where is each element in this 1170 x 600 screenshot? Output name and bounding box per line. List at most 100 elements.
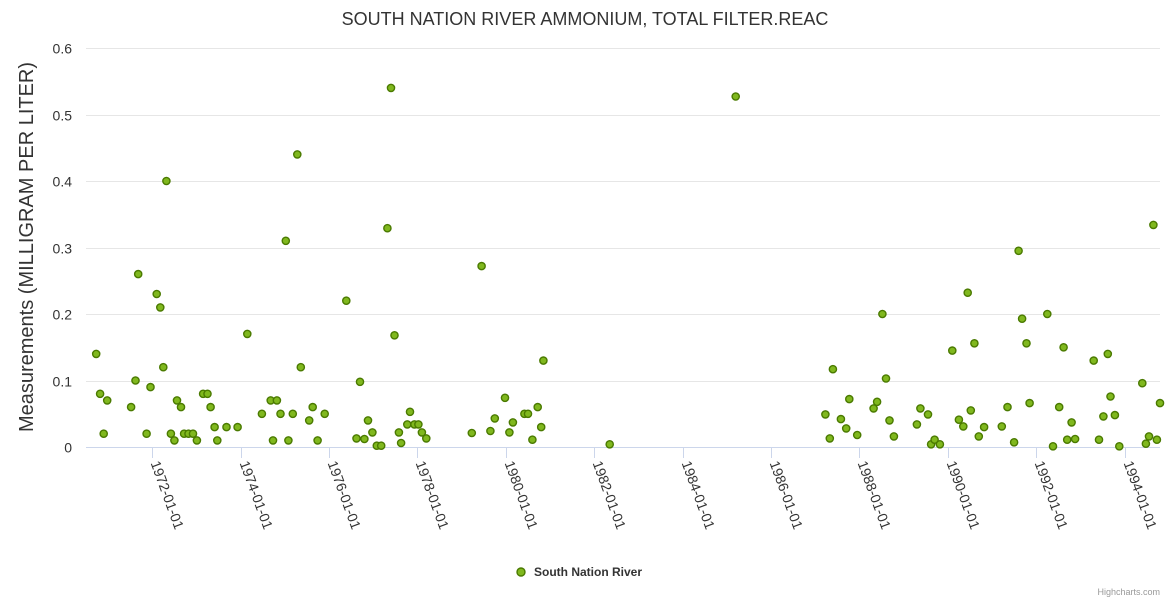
data-point[interactable] [166,429,176,439]
data-point[interactable] [1025,398,1034,408]
data-point[interactable] [296,362,306,372]
credits-text[interactable]: Highcharts.com [1097,587,1160,597]
data-point[interactable] [390,330,399,340]
data-point[interactable] [1089,356,1098,365]
data-point[interactable] [405,407,415,417]
data-point[interactable] [376,441,386,451]
data-point[interactable] [188,429,198,439]
data-point[interactable] [1017,314,1027,324]
data-point[interactable] [845,394,854,404]
data-point[interactable] [1106,392,1115,401]
data-point[interactable] [885,416,894,425]
data-point[interactable] [1048,441,1058,451]
data-point[interactable] [292,150,302,159]
data-point[interactable] [1070,434,1080,444]
data-point[interactable] [396,438,406,448]
data-point[interactable] [923,410,933,419]
data-point[interactable] [152,289,161,299]
data-point[interactable] [212,436,222,445]
data-point[interactable] [974,432,984,441]
data-point[interactable] [828,364,838,374]
data-point[interactable] [966,406,976,415]
data-point[interactable] [146,382,155,392]
data-point[interactable] [360,434,369,444]
data-point[interactable] [414,420,423,429]
data-point[interactable] [203,389,212,399]
data-point[interactable] [1103,349,1113,359]
data-point[interactable] [970,338,979,348]
data-point[interactable] [916,404,925,413]
data-point[interactable] [825,434,835,443]
data-point[interactable] [533,402,543,412]
data-point[interactable] [1141,439,1151,449]
data-point[interactable] [1115,441,1124,451]
data-point[interactable] [1110,410,1120,420]
data-point[interactable] [99,429,108,439]
data-point[interactable] [1094,435,1104,445]
data-point[interactable] [821,410,830,419]
data-point[interactable] [313,436,322,445]
data-point[interactable] [352,434,361,443]
data-point[interactable] [383,223,392,233]
data-point[interactable] [505,428,514,437]
data-point[interactable] [91,349,101,359]
data-point[interactable] [192,436,202,445]
data-point[interactable] [155,303,165,312]
legend[interactable]: South Nation River [516,565,642,579]
data-point[interactable] [233,422,242,432]
data-point[interactable] [997,422,1007,431]
legend-marker[interactable] [516,567,526,577]
data-point[interactable] [133,269,143,279]
data-point[interactable] [162,176,171,186]
data-point[interactable] [979,422,989,432]
data-point[interactable] [276,409,285,419]
data-point[interactable] [284,436,293,445]
data-point[interactable] [222,422,231,432]
data-point[interactable] [869,404,878,413]
data-point[interactable] [528,435,537,445]
series-south-nation-river[interactable] [91,83,1165,451]
data-point[interactable] [421,434,431,443]
data-point[interactable] [131,376,140,385]
data-point[interactable] [126,402,136,412]
data-point[interactable] [1152,435,1162,445]
data-point[interactable] [320,409,330,419]
data-point[interactable] [935,439,945,449]
data-point[interactable] [170,436,179,445]
data-point[interactable] [878,309,887,319]
data-point[interactable] [490,414,500,423]
data-point[interactable] [948,346,957,355]
data-point[interactable] [206,402,215,412]
data-point[interactable] [1054,402,1064,412]
data-point[interactable] [95,389,105,399]
data-point[interactable] [1062,435,1072,445]
data-point[interactable] [1043,309,1052,319]
data-point[interactable] [1014,246,1023,256]
data-point[interactable] [912,420,922,429]
data-point[interactable] [930,435,939,445]
data-point[interactable] [341,296,351,306]
data-point[interactable] [954,415,964,425]
data-point[interactable] [102,396,112,405]
data-point[interactable] [881,374,891,383]
data-point[interactable] [836,414,846,424]
data-point[interactable] [467,428,477,438]
data-point[interactable] [363,416,373,425]
data-point[interactable] [486,426,495,436]
data-point[interactable] [841,424,851,433]
data-point[interactable] [872,397,882,407]
data-point[interactable] [257,409,267,419]
data-point[interactable] [500,393,510,403]
data-point[interactable] [355,377,365,387]
data-point[interactable] [1138,378,1147,388]
data-point[interactable] [605,439,615,449]
data-point[interactable] [1155,398,1165,408]
data-point[interactable] [288,409,298,419]
data-point[interactable] [1099,412,1108,421]
data-point[interactable] [508,418,518,427]
data-point[interactable] [368,428,377,437]
data-point[interactable] [731,92,741,101]
data-point[interactable] [281,236,291,246]
data-point[interactable] [852,430,862,440]
data-point[interactable] [304,416,314,425]
